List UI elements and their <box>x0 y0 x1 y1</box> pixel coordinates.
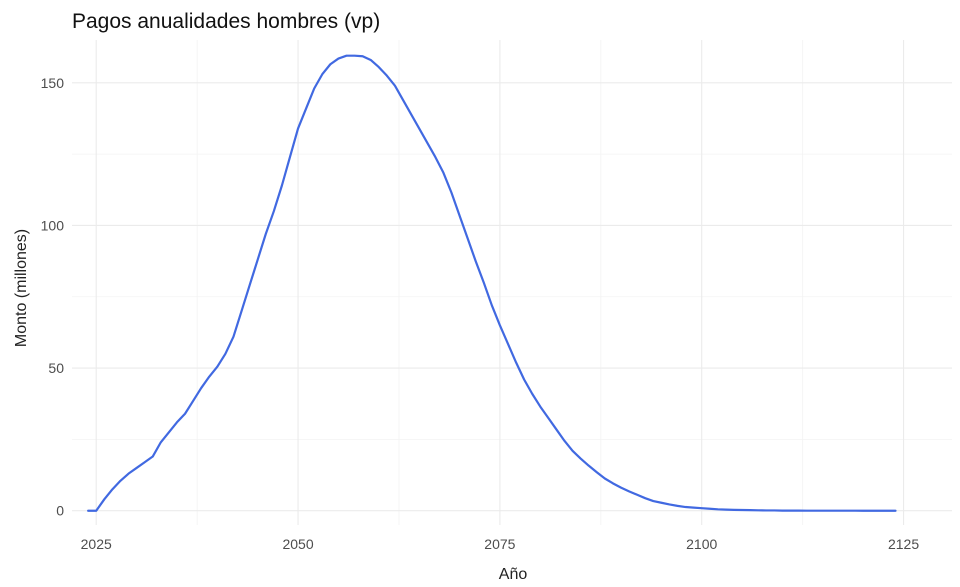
grid-lines <box>72 40 952 525</box>
x-tick-label: 2075 <box>484 536 515 552</box>
chart-title: Pagos anualidades hombres (vp) <box>72 10 380 33</box>
series-line <box>87 54 897 512</box>
y-tick-label: 0 <box>56 503 64 519</box>
tick-labels: 2025 2050 2075 2100 2125 0 50 100 150 <box>41 75 920 552</box>
x-axis-title: Año <box>499 566 528 583</box>
y-tick-label: 100 <box>41 217 65 233</box>
series-layer <box>87 54 897 512</box>
x-tick-label: 2050 <box>282 536 313 552</box>
x-tick-label: 2100 <box>686 536 717 552</box>
x-tick-label: 2125 <box>888 536 919 552</box>
x-tick-label: 2025 <box>81 536 112 552</box>
y-tick-label: 50 <box>48 360 64 376</box>
y-axis-title: Monto (millones) <box>13 229 30 347</box>
y-tick-label: 150 <box>41 75 65 91</box>
